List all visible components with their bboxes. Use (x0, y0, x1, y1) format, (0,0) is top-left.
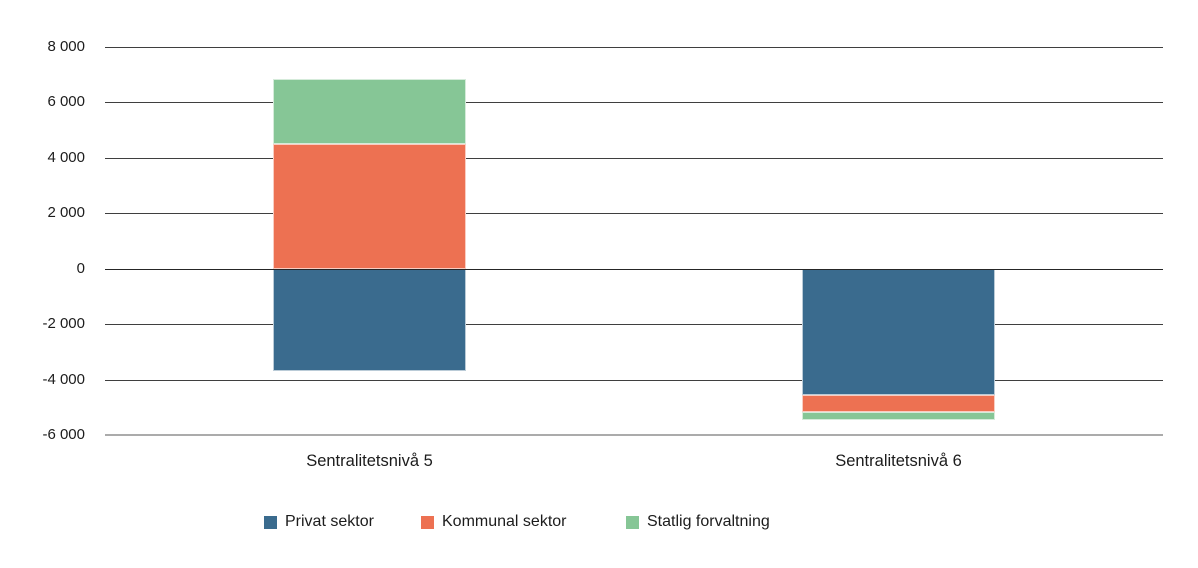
bar-segment-kommunal-sektor (802, 395, 995, 413)
bar-segment-kommunal-sektor (273, 144, 466, 269)
y-tick-label: -4 000 (42, 370, 85, 388)
y-tick-label: 0 (76, 259, 85, 277)
legend-item-privat-sektor: Privat sektor (264, 513, 374, 531)
y-tick-label: 6 000 (47, 93, 85, 111)
legend-label: Kommunal sektor (442, 513, 567, 530)
gridline (105, 324, 1163, 326)
legend-swatch-icon (421, 515, 434, 529)
legend-item-kommunal-sektor: Kommunal sektor (421, 513, 567, 531)
gridline (105, 102, 1163, 104)
plot-area: Sentralitetsnivå 5 Sentralitetsnivå 6 (105, 47, 1163, 470)
bar-segment-privat-sektor (273, 268, 466, 371)
x-category-label: Sentralitetsnivå 5 (306, 452, 433, 470)
x-axis-baseline (105, 434, 1163, 436)
gridline (105, 213, 1163, 215)
y-tick-label: 8 000 (47, 38, 85, 55)
bar-segment-statlig-forvaltning (273, 78, 466, 144)
y-tick-label: 2 000 (47, 204, 85, 222)
y-tick-label: -6 000 (42, 426, 85, 443)
legend-item-statlig-forvaltning: Statlig forvaltning (626, 513, 770, 531)
legend-swatch-icon (264, 515, 277, 529)
gridline (105, 47, 1163, 48)
legend: Privat sektor Kommunal sektor Statlig forv… (0, 511, 1198, 533)
bar-segment-privat-sektor (802, 268, 995, 396)
legend-label: Privat sektor (285, 513, 374, 530)
gridline (105, 379, 1163, 381)
y-tick-label: 4 000 (47, 148, 85, 166)
x-category-label: Sentralitetsnivå 6 (835, 452, 962, 470)
legend-swatch-icon (626, 515, 639, 529)
y-tick-label: -2 000 (42, 315, 85, 333)
bar-segment-statlig-forvaltning (802, 412, 995, 420)
legend-label: Statlig forvaltning (647, 513, 770, 530)
zero-axis-line (105, 268, 1163, 270)
gridline (105, 157, 1163, 159)
